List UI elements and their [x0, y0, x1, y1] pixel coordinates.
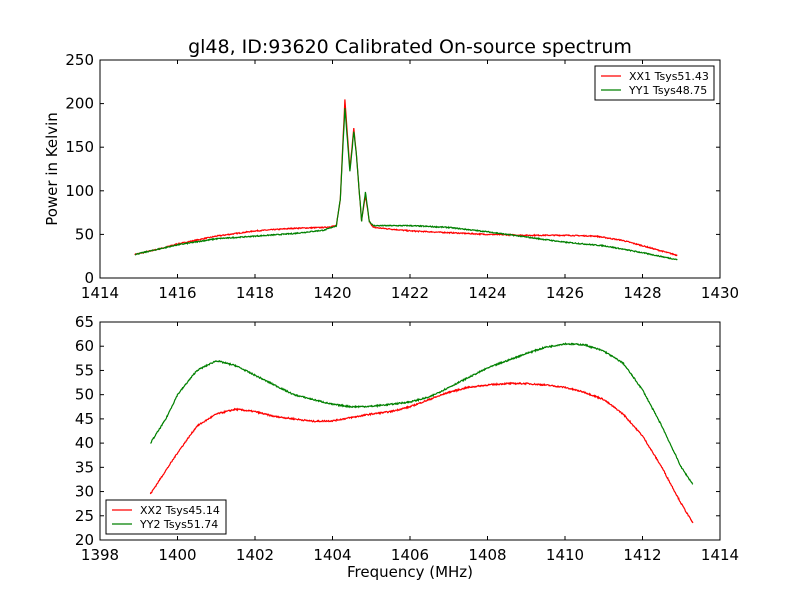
- series-line-xx2: [149, 381, 694, 524]
- legend-entry: XX2 Tsys45.14: [140, 504, 220, 517]
- series-line-yy1: [134, 108, 678, 261]
- x-tick-label: 1400: [158, 546, 196, 564]
- x-tick-label: 1418: [236, 284, 274, 302]
- y-tick-label: 60: [75, 337, 94, 355]
- x-tick-label: 1428: [623, 284, 661, 302]
- y-tick-label: 65: [75, 313, 94, 331]
- x-tick-label: 1410: [546, 546, 584, 564]
- x-tick-label: 1412: [623, 546, 661, 564]
- series-line-yy2: [150, 342, 694, 485]
- legend-entry: XX1 Tsys51.43: [629, 70, 709, 83]
- top-axes: 1414 1416 1418 1420 1422 1424 1426 1428 1430 0 50 1…: [65, 51, 739, 302]
- x-tick-label: 1426: [546, 284, 584, 302]
- x-tick-label: 1406: [391, 546, 429, 564]
- legend-box: [105, 499, 227, 535]
- y-tick-label: 50: [75, 225, 94, 243]
- x-tick-label: 1408: [468, 546, 506, 564]
- x-tick-label: 1404: [313, 546, 351, 564]
- bottom-axes: 1398 1400 1402 1404 1406 1408 1410 1412 1414 20 25…: [75, 313, 739, 564]
- x-tick-label: 1430: [701, 284, 739, 302]
- x-axis-label: Frequency (MHz): [347, 563, 473, 581]
- y-tick-label: 45: [75, 410, 94, 428]
- x-tick-label: 1414: [81, 284, 119, 302]
- y-tick-label: 50: [75, 386, 94, 404]
- y-tick-label: 100: [65, 182, 94, 200]
- y-tick-label: 35: [75, 458, 94, 476]
- x-tick-label: 1402: [236, 546, 274, 564]
- x-tick-label: 1420: [313, 284, 351, 302]
- chart-title: gl48, ID:93620 Calibrated On-source spec…: [188, 36, 632, 58]
- y-tick-label: 0: [84, 269, 94, 287]
- y-tick-label: 250: [65, 51, 94, 69]
- y-tick-label: 25: [75, 507, 94, 525]
- x-tick-label: 1424: [468, 284, 506, 302]
- x-tick-label: 1422: [391, 284, 429, 302]
- y-tick-label: 200: [65, 95, 94, 113]
- series-line-xx1: [134, 99, 678, 257]
- y-tick-label: 40: [75, 434, 94, 452]
- legend-entry: YY1 Tsys48.75: [628, 84, 707, 97]
- x-tick-label: 1414: [701, 546, 739, 564]
- y-tick-label: 55: [75, 361, 94, 379]
- legend-box: [594, 65, 715, 101]
- x-tick-label: 1398: [81, 546, 119, 564]
- x-tick-label: 1416: [158, 284, 196, 302]
- y-tick-label: 30: [75, 483, 94, 501]
- y-tick-label: 150: [65, 138, 94, 156]
- y-axis-label-top: Power in Kelvin: [43, 112, 61, 226]
- legend-entry: YY2 Tsys51.74: [139, 518, 218, 531]
- y-tick-label: 20: [75, 531, 94, 549]
